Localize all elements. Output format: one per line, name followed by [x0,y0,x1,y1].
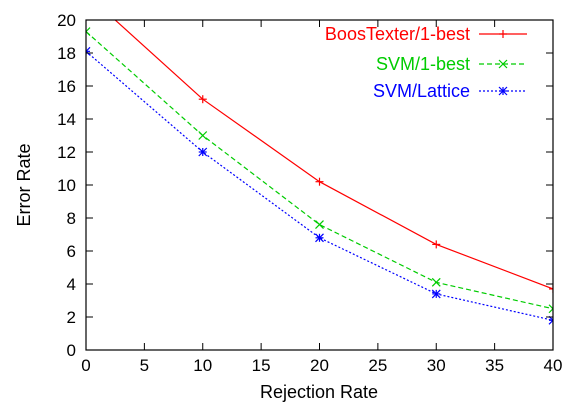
data-point [548,304,553,314]
x-tick-label: 5 [140,356,149,375]
series-layer [86,20,553,325]
data-point [498,59,508,69]
legend: BoosTexter/1-best SVM/1-best SVM/Lattice [325,24,527,101]
x-tick-label: 35 [485,356,504,375]
y-tick-label: 20 [57,11,76,30]
data-point [315,233,324,243]
y-tick-label: 12 [57,143,76,162]
x-tick-label: 15 [252,356,271,375]
data-point [499,30,507,38]
data-point [198,131,208,140]
series-line [86,50,553,321]
y-tick-label: 10 [57,176,76,195]
data-point [431,277,441,287]
x-tick-label: 40 [544,356,563,375]
data-point [431,289,441,299]
data-point [198,147,208,157]
legend-label: SVM/Lattice [373,81,470,101]
data-point [498,86,508,96]
x-tick-label: 25 [368,356,387,375]
y-tick-label: 18 [57,44,76,63]
legend-label: BoosTexter/1-best [325,24,470,44]
data-point [315,177,324,186]
x-tick-label: 0 [81,356,90,375]
data-point [315,220,324,230]
data-point [549,284,553,293]
series-line [114,20,553,290]
y-tick-label: 16 [57,77,76,96]
x-tick-label: 20 [310,356,329,375]
data-point [548,315,553,325]
y-tick-label: 4 [67,275,76,294]
data-point [198,95,207,104]
legend-label: SVM/1-best [376,54,470,74]
tick-layer: 0 5 10 15 20 25 30 35 40 0 2 4 6 8 10 12 14 16 18 20 [57,11,562,375]
y-tick-label: 6 [67,242,76,261]
x-tick-label: 10 [193,356,212,375]
y-tick-label: 0 [67,341,76,360]
y-tick-label: 2 [67,308,76,327]
x-axis-title: Rejection Rate [260,382,378,402]
y-axis-title: Error Rate [14,143,34,226]
data-point [432,240,441,249]
series-line [86,31,553,310]
data-point [86,27,91,36]
data-point [86,46,91,56]
x-tick-label: 30 [427,356,446,375]
y-tick-label: 14 [57,110,76,129]
y-tick-label: 8 [67,209,76,228]
